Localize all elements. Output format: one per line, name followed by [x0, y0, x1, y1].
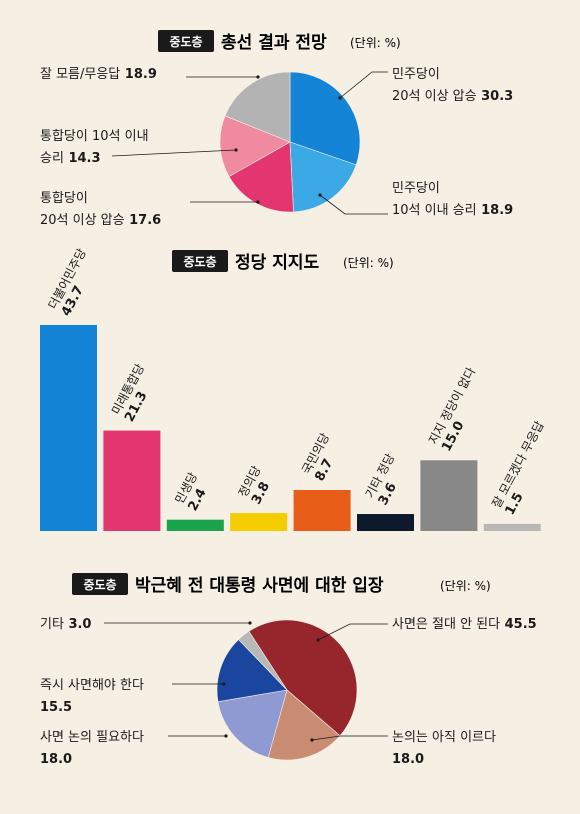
leader-line [339, 71, 388, 99]
slice-value: 30.3 [477, 89, 514, 104]
bar [293, 489, 351, 531]
section2-unit: (단위: %) [343, 256, 394, 270]
section2-badge [172, 250, 228, 272]
leader-line [111, 149, 237, 157]
pie-slice [216, 639, 288, 703]
section2-badge-text: 중도층 [183, 254, 216, 269]
bar [483, 523, 541, 531]
slice-label-text: 민주당이 [392, 67, 440, 82]
pie-slice [267, 689, 341, 761]
bar-label: 15.0지지 정당이 없다 [426, 365, 478, 454]
slice-label-text: 통합당이 10석 이내 [40, 129, 149, 144]
leader-dot [310, 738, 314, 742]
bar [230, 513, 288, 531]
pie-slice [238, 630, 288, 691]
leader-line [319, 194, 388, 215]
section2-title: 정당 지지도 [235, 253, 319, 273]
leader-dot [318, 193, 322, 197]
slice-label-text: 잘 모름/무응답 18.9 [40, 67, 157, 82]
slice-label: 기타 3.0 [40, 617, 252, 632]
slice-label-text: 사면은 절대 안 된다 45.5 [392, 617, 537, 632]
pie-slice [219, 115, 291, 177]
pie-slice [289, 141, 357, 213]
leader-dot [256, 75, 260, 79]
pie-slice [217, 689, 288, 758]
slice-label-text: 10석 이내 승리 18.9 [392, 203, 513, 218]
slice-value: 18.0 [40, 752, 72, 767]
section2-header: 중도층 정당 지지도 (단위: %) [172, 250, 394, 273]
slice-label: 잘 모름/무응답 18.9 [40, 67, 260, 82]
pie-slice [289, 71, 361, 166]
pie-slice [248, 619, 358, 737]
bar [103, 430, 161, 531]
slice-label-text: 즉시 사면해야 한다 [40, 678, 144, 693]
bar [166, 519, 224, 531]
leader-dot [256, 200, 260, 204]
leader-dot [234, 148, 238, 152]
slice-value: 14.3 [64, 151, 101, 166]
section1-title: 총선 결과 전망 [221, 33, 327, 53]
slice-label-text: 기타 3.0 [40, 617, 91, 632]
bar-label: 1.5잘 모르겠다 무응답 [489, 419, 546, 518]
slice-label-text: 통합당이 [40, 191, 88, 206]
section3-unit: (단위: %) [440, 579, 491, 593]
slice-label-text: 논의는 아직 이르다 [392, 730, 496, 745]
slice-label: 즉시 사면해야 한다 15.5 [40, 678, 226, 715]
slice-label-text: 20석 이상 압승 30.3 [392, 89, 513, 104]
pie-slice [228, 141, 294, 213]
section3-title: 박근혜 전 대통령 사면에 대한 입장 [135, 575, 384, 596]
section1-badge [158, 30, 214, 52]
slice-value: 18.9 [120, 67, 157, 82]
slice-value: 18.0 [392, 752, 424, 767]
section1-unit: (단위: %) [350, 36, 401, 50]
section1-header: 중도층 총선 결과 전망 (단위: %) [158, 30, 401, 53]
section3-badge-text: 중도층 [83, 577, 116, 592]
leader-dot [222, 682, 226, 686]
slice-label: 민주당이 20석 이상 압승 30.3 [338, 67, 513, 104]
section1-badge-text: 중도층 [169, 34, 202, 49]
bar-label: 3.6기타 정당 [363, 451, 400, 507]
leader-line [311, 735, 388, 741]
slice-label: 사면 논의 필요하다 18.0 [40, 730, 228, 767]
slice-label-text: 20석 이상 압승 17.6 [40, 213, 161, 228]
section3-header: 중도층 박근혜 전 대통령 사면에 대한 입장 (단위: %) [72, 573, 491, 596]
slice-label: 사면은 절대 안 된다 45.5 [316, 617, 537, 642]
slice-label-text: 승리 14.3 [40, 151, 101, 166]
pie-slice [224, 71, 291, 143]
slice-value: 3.0 [64, 617, 92, 632]
bar [40, 325, 97, 531]
leader-dot [248, 621, 252, 625]
slice-label-text: 사면 논의 필요하다 [40, 730, 144, 745]
slice-label-text: 민주당이 [392, 181, 440, 196]
slice-value: 17.6 [125, 213, 162, 228]
leader-dot [316, 638, 320, 642]
bar [357, 514, 414, 531]
leader-dot [338, 96, 342, 100]
leader-line [317, 623, 388, 641]
slice-label: 민주당이 10석 이내 승리 18.9 [318, 181, 513, 218]
bar [420, 460, 478, 531]
slice-value: 45.5 [500, 617, 537, 632]
slice-value: 18.9 [477, 203, 514, 218]
slice-label: 통합당이 20석 이상 압승 17.6 [40, 191, 260, 228]
slice-label: 논의는 아직 이르다 18.0 [310, 730, 496, 767]
section3-badge [72, 573, 128, 595]
pie-chart-election-outlook: 민주당이 20석 이상 압승 30.3 민주당이 10석 이내 승리 18.9 통합당이… [40, 67, 513, 228]
slice-value: 15.5 [40, 700, 72, 715]
leader-dot [224, 734, 228, 738]
